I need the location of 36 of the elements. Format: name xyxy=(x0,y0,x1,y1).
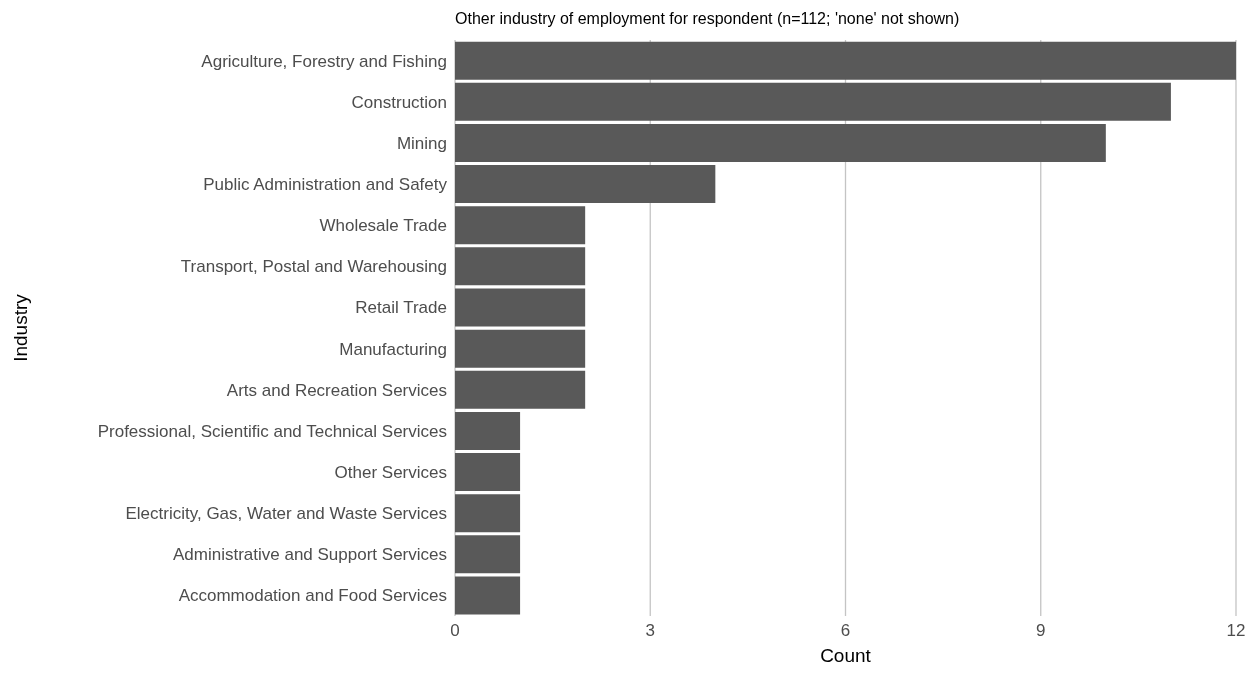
y-tick-label: Accommodation and Food Services xyxy=(178,586,447,606)
bar xyxy=(455,411,521,450)
bar xyxy=(455,453,521,492)
x-tick-label: 6 xyxy=(840,621,851,641)
bar xyxy=(455,165,716,204)
bar xyxy=(455,82,1171,121)
bar xyxy=(455,494,521,533)
bar xyxy=(455,123,1106,162)
y-tick-label: Retail Trade xyxy=(355,298,447,318)
y-tick-label: Manufacturing xyxy=(339,339,447,359)
chart-title: Other industry of employment for respondent (n=112; 'none' not shown) xyxy=(455,10,960,28)
bar xyxy=(455,41,1236,80)
y-tick-label: Public Administration and Safety xyxy=(203,175,448,195)
bar xyxy=(455,370,586,409)
x-tick-label: 0 xyxy=(450,621,460,641)
bar xyxy=(455,535,521,574)
x-axis-title: Count xyxy=(820,645,872,666)
x-tick-label: 12 xyxy=(1226,621,1246,641)
bar xyxy=(455,247,586,286)
y-axis-title: Industry xyxy=(9,293,31,362)
y-tick-label: Agriculture, Forestry and Fishing xyxy=(201,51,447,71)
y-tick-label: Arts and Recreation Services xyxy=(226,380,447,400)
y-tick-label: Construction xyxy=(351,92,447,112)
bar xyxy=(455,288,586,327)
x-tick-label: 3 xyxy=(645,621,655,641)
y-tick-label: Other Services xyxy=(334,463,447,483)
y-tick-label: Professional, Scientific and Technical Services xyxy=(97,421,447,441)
y-tick-label: Administrative and Support Services xyxy=(172,545,447,565)
y-tick-label: Electricity, Gas, Water and Waste Services xyxy=(125,504,447,524)
bar xyxy=(455,206,586,245)
y-tick-label: Mining xyxy=(396,133,447,153)
y-tick-label: Transport, Postal and Warehousing xyxy=(180,257,447,277)
bar xyxy=(455,576,521,615)
x-tick-label: 9 xyxy=(1036,621,1046,641)
bar xyxy=(455,329,586,368)
y-tick-label: Wholesale Trade xyxy=(319,216,447,236)
